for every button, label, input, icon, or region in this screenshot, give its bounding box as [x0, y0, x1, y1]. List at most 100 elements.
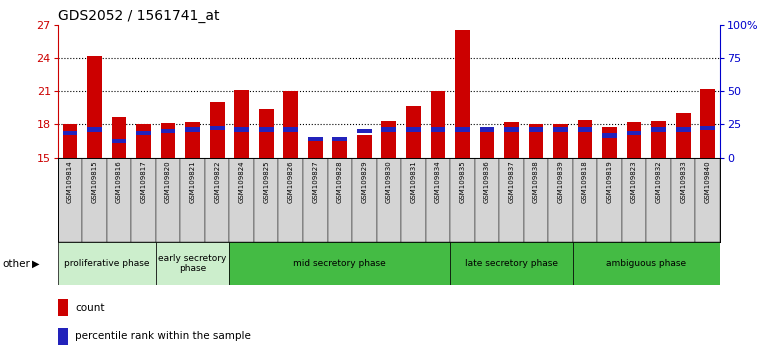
Bar [377, 158, 401, 242]
Text: GSM109833: GSM109833 [680, 160, 686, 203]
Bar [622, 158, 646, 242]
Bar [254, 158, 279, 242]
Bar [283, 127, 298, 132]
Bar [578, 127, 592, 132]
Text: percentile rank within the sample: percentile rank within the sample [75, 331, 251, 341]
Bar [480, 127, 494, 132]
Bar [186, 127, 200, 132]
Text: GSM109818: GSM109818 [582, 160, 588, 203]
Bar [701, 89, 715, 158]
Bar [455, 30, 470, 158]
Bar [651, 127, 666, 132]
Text: GSM109817: GSM109817 [141, 160, 146, 203]
Bar [308, 139, 323, 158]
Bar [62, 131, 77, 135]
Text: GSM109840: GSM109840 [705, 160, 711, 203]
Bar [156, 158, 180, 242]
Bar [229, 242, 450, 285]
Text: GSM109814: GSM109814 [67, 160, 73, 203]
Bar [303, 158, 327, 242]
Bar [406, 105, 420, 158]
Bar [553, 124, 568, 158]
Bar [524, 158, 548, 242]
Bar [602, 126, 617, 158]
Bar [186, 122, 200, 158]
Bar [406, 127, 420, 132]
Text: late secretory phase: late secretory phase [465, 259, 558, 268]
Bar [627, 122, 641, 158]
Text: GSM109823: GSM109823 [631, 160, 637, 203]
Bar [132, 158, 156, 242]
Bar [578, 120, 592, 158]
Bar [259, 127, 273, 132]
Bar [426, 158, 450, 242]
Text: mid secretory phase: mid secretory phase [293, 259, 387, 268]
Bar [87, 56, 102, 158]
Bar [651, 121, 666, 158]
Text: GSM109835: GSM109835 [460, 160, 465, 203]
Bar [58, 242, 156, 285]
Bar [695, 158, 720, 242]
Bar [333, 141, 347, 158]
Bar [504, 122, 519, 158]
Text: ambiguous phase: ambiguous phase [606, 259, 686, 268]
Text: GSM109819: GSM109819 [607, 160, 613, 203]
Text: GSM109834: GSM109834 [435, 160, 441, 203]
Bar [209, 102, 225, 158]
Bar [357, 129, 372, 133]
Bar [82, 158, 107, 242]
Bar [279, 158, 303, 242]
Bar [450, 242, 573, 285]
Bar [676, 127, 691, 132]
Bar [352, 158, 377, 242]
Bar [701, 126, 715, 130]
Bar [598, 158, 622, 242]
Text: GSM109830: GSM109830 [386, 160, 392, 203]
Bar [234, 127, 249, 132]
Bar [646, 158, 671, 242]
Bar [229, 158, 254, 242]
Bar [161, 123, 176, 158]
Bar [112, 139, 126, 143]
Bar [112, 116, 126, 158]
Bar [529, 127, 544, 132]
Text: count: count [75, 303, 105, 313]
Bar [480, 130, 494, 158]
Bar [573, 158, 598, 242]
Text: GSM109829: GSM109829 [361, 160, 367, 203]
Bar [308, 137, 323, 141]
Text: GSM109828: GSM109828 [336, 160, 343, 203]
Bar [529, 124, 544, 158]
Text: GSM109837: GSM109837 [508, 160, 514, 203]
Text: GSM109832: GSM109832 [655, 160, 661, 203]
Bar [548, 158, 573, 242]
Bar [573, 242, 720, 285]
Bar [58, 158, 82, 242]
Text: GSM109815: GSM109815 [92, 160, 98, 203]
Bar [62, 124, 77, 158]
Bar [136, 131, 151, 135]
Bar [602, 133, 617, 138]
Text: GSM109831: GSM109831 [410, 160, 417, 203]
Text: GSM109816: GSM109816 [116, 160, 122, 203]
Bar [58, 328, 69, 345]
Bar [381, 127, 397, 132]
Text: early secretory
phase: early secretory phase [159, 254, 227, 273]
Bar [430, 91, 445, 158]
Text: GSM109827: GSM109827 [313, 160, 318, 203]
Text: GSM109838: GSM109838 [533, 160, 539, 203]
Bar [333, 137, 347, 141]
Text: GSM109826: GSM109826 [288, 160, 293, 203]
Text: proliferative phase: proliferative phase [64, 259, 149, 268]
Bar [161, 129, 176, 133]
Text: other: other [2, 259, 30, 269]
Text: GSM109821: GSM109821 [189, 160, 196, 203]
Bar [676, 113, 691, 158]
Bar [209, 126, 225, 130]
Bar [401, 158, 426, 242]
Bar [283, 91, 298, 158]
Bar [180, 158, 205, 242]
Text: GSM109822: GSM109822 [214, 160, 220, 202]
Text: ▶: ▶ [32, 259, 40, 269]
Bar [234, 90, 249, 158]
